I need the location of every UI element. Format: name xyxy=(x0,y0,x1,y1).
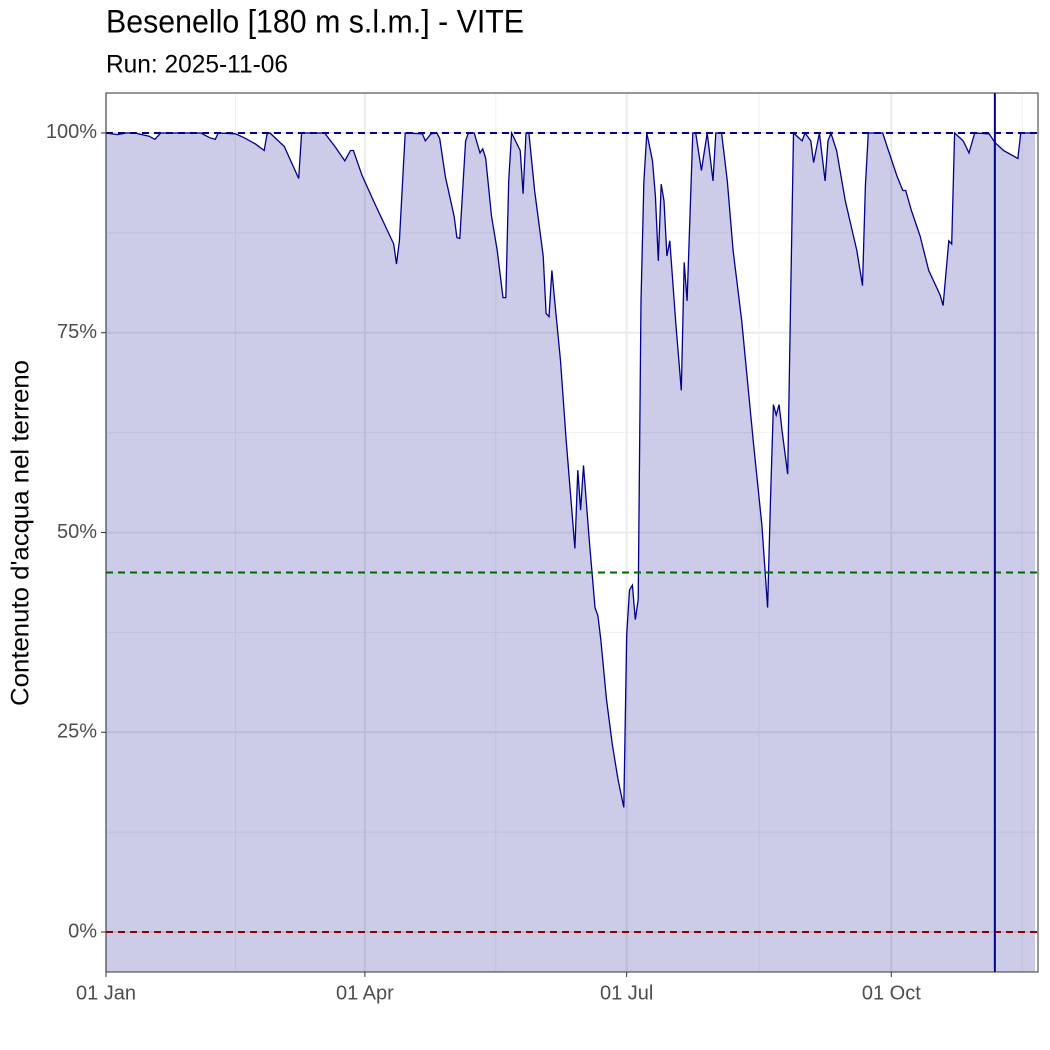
chart-subtitle: Run: 2025-11-06 xyxy=(106,51,288,79)
x-tick-label: 01 Jul xyxy=(600,982,653,1004)
y-tick-label: 50% xyxy=(57,521,97,543)
y-tick-label: 100% xyxy=(46,121,97,143)
x-tick-label: 01 Oct xyxy=(862,982,921,1004)
y-tick-label: 75% xyxy=(57,321,97,343)
y-tick-label: 25% xyxy=(57,721,97,743)
area xyxy=(106,133,1036,972)
y-tick-label: 0% xyxy=(68,920,97,942)
line xyxy=(105,130,1036,808)
y-axis-label: Contenuto d'acqua nel terreno xyxy=(7,360,35,706)
x-tick-label: 01 Jan xyxy=(76,982,136,1004)
chart-title: Besenello [180 m s.l.m.] - VITE xyxy=(106,3,524,39)
x-tick-label: 01 Apr xyxy=(336,982,394,1004)
